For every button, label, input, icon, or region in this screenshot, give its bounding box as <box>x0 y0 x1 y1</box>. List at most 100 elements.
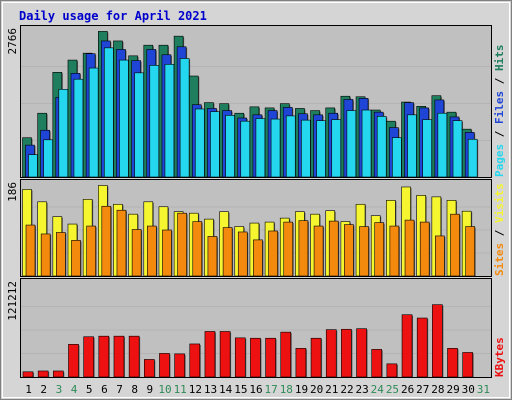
bar-pages-day-11-face <box>179 58 190 178</box>
legend-files: Files <box>493 91 506 124</box>
x-tick-label: 9 <box>147 383 154 396</box>
legend-kbytes: KBytes <box>493 337 506 377</box>
x-tick-label: 6 <box>101 383 108 396</box>
bar-pages-day-27-face <box>422 119 432 178</box>
bar-pages-day-20 <box>316 120 327 178</box>
x-tick-label: 26 <box>401 383 414 396</box>
x-tick-label: 19 <box>295 383 308 396</box>
bar-pages-day-15-face <box>240 120 251 178</box>
bar-kbytes-day-15-face <box>234 337 246 378</box>
bar-pages-day-27 <box>422 119 433 178</box>
x-tick-label: 25 <box>386 383 399 396</box>
bar-sites-day-21-face <box>328 220 339 277</box>
bar-kbytes-day-17-face <box>265 337 276 378</box>
bar-pages-day-20-face <box>316 120 326 178</box>
bar-sites-day-15 <box>237 231 249 277</box>
chart-title: Daily usage for April 2021 <box>19 9 207 23</box>
bar-pages-day-25 <box>392 137 403 178</box>
bar-kbytes-day-14 <box>219 331 232 378</box>
x-tick-label: 1 <box>25 383 32 396</box>
bar-sites-day-12 <box>192 221 203 277</box>
bar-sites-day-1-face <box>25 224 36 277</box>
y-axis-max-label: 186 <box>6 182 19 202</box>
x-tick-label: 3 <box>56 383 63 396</box>
bar-kbytes-day-23 <box>356 328 368 378</box>
x-tick-label: 11 <box>174 383 187 396</box>
bar-pages-day-5 <box>88 67 100 178</box>
bar-sites-day-30 <box>465 226 476 277</box>
bar-kbytes-day-3 <box>53 370 65 378</box>
bar-sites-day-25-face <box>389 225 400 277</box>
bar-pages-day-8-face <box>134 72 144 178</box>
bar-kbytes-day-2-face <box>37 370 49 378</box>
bar-pages-day-9 <box>149 65 160 178</box>
bar-pages-day-11 <box>179 58 191 178</box>
bar-sites-day-6-face <box>101 205 112 277</box>
bar-sites-day-29-face <box>450 213 460 277</box>
bar-sites-day-20 <box>313 225 325 277</box>
bar-pages-day-3-face <box>58 89 69 178</box>
x-tick-label: 21 <box>325 383 338 396</box>
bar-kbytes-day-2 <box>37 370 50 378</box>
bar-kbytes-day-27 <box>416 317 429 378</box>
bar-pages-day-24 <box>376 116 388 178</box>
bar-kbytes-day-30 <box>462 352 474 378</box>
bar-sites-day-17-face <box>268 230 278 277</box>
bar-sites-day-28 <box>435 235 446 277</box>
bar-kbytes-day-27-face <box>416 317 428 378</box>
bar-pages-day-24-face <box>376 116 387 178</box>
bar-kbytes-day-9-face <box>143 359 155 378</box>
bar-kbytes-day-24 <box>371 349 383 378</box>
bar-kbytes-day-4-face <box>68 344 79 378</box>
bar-pages-day-18-face <box>285 115 296 178</box>
bar-kbytes-day-30-face <box>462 352 473 378</box>
bar-pages-day-28-face <box>437 112 448 178</box>
bar-pages-day-3 <box>58 89 69 178</box>
x-tick-label: 10 <box>158 383 171 396</box>
bar-pages-day-14-face <box>225 115 235 178</box>
bar-kbytes-day-28-face <box>432 304 443 378</box>
bar-pages-day-4-face <box>73 78 84 178</box>
bar-sites-day-5 <box>86 225 97 277</box>
x-tick-label: 16 <box>249 383 262 396</box>
bar-pages-day-25-face <box>392 137 402 178</box>
bar-kbytes-day-5-face <box>83 336 94 378</box>
bar-pages-day-4 <box>73 78 84 178</box>
legend-separator: / <box>493 71 506 91</box>
legend-hits: Hits <box>493 45 506 72</box>
bar-pages-day-23 <box>361 109 373 178</box>
bar-pages-day-18 <box>285 115 297 178</box>
bar-kbytes-day-1-face <box>22 371 34 378</box>
bar-kbytes-day-8 <box>128 335 141 378</box>
x-tick-label: 5 <box>86 383 93 396</box>
x-tick-label: 7 <box>116 383 123 396</box>
bar-pages-day-1 <box>28 154 39 178</box>
bar-pages-day-12 <box>194 108 206 178</box>
x-tick-label: 22 <box>340 383 353 396</box>
bar-pages-day-5-face <box>88 67 99 178</box>
bar-kbytes-day-9 <box>143 359 156 378</box>
bar-sites-day-10 <box>162 229 173 277</box>
bar-kbytes-day-18-face <box>280 331 292 378</box>
legend-visits: Visits <box>493 183 506 223</box>
x-tick-label: 14 <box>219 383 233 396</box>
bar-kbytes-day-6 <box>98 335 110 378</box>
bar-kbytes-day-7-face <box>113 335 125 378</box>
bar-kbytes-day-11-face <box>174 353 185 378</box>
bar-pages-day-16 <box>255 118 266 178</box>
bar-sites-day-14 <box>222 227 234 277</box>
bar-pages-day-28 <box>437 112 448 178</box>
bar-pages-day-13-face <box>210 111 220 178</box>
bar-kbytes-day-3-face <box>53 370 64 378</box>
bar-kbytes-day-24-face <box>371 349 383 378</box>
bar-kbytes-day-12 <box>189 343 201 378</box>
bar-sites-day-13 <box>207 236 218 277</box>
bar-kbytes-day-21-face <box>325 329 337 378</box>
bar-kbytes-day-13-face <box>204 331 216 378</box>
bar-sites-day-2 <box>40 233 52 277</box>
bar-sites-day-11-face <box>177 212 187 277</box>
x-tick-label: 30 <box>462 383 475 396</box>
y-axis-max-label: 2766 <box>6 28 19 55</box>
bar-sites-day-4-face <box>71 240 81 277</box>
